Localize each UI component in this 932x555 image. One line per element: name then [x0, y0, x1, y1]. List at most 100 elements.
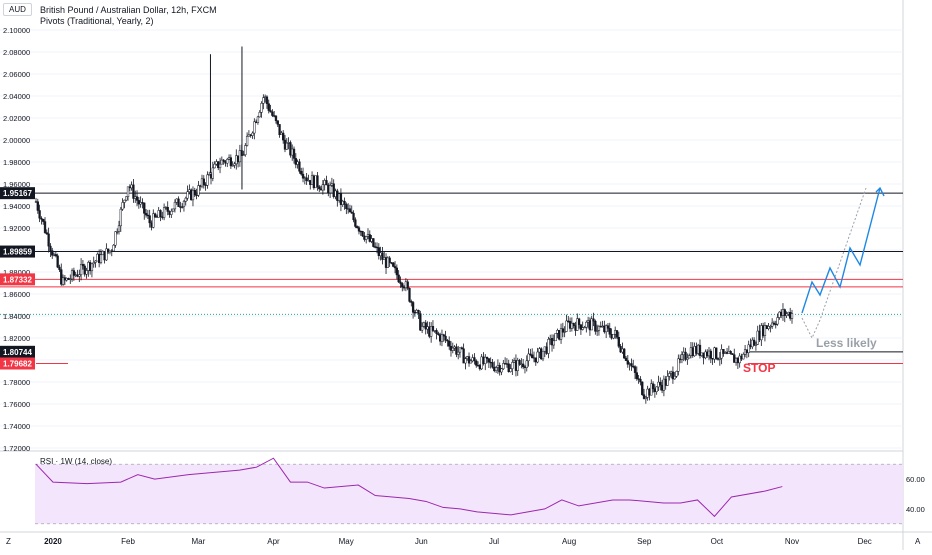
price-axis[interactable]: 2.10000 2.08000 2.06000 2.04000 2.02000 2.000…	[3, 26, 30, 453]
candle-body	[756, 330, 759, 345]
candle-body	[177, 198, 180, 207]
candle-body	[745, 349, 749, 353]
candle-body	[709, 350, 712, 359]
candle-body	[40, 217, 43, 220]
candle-body	[366, 234, 370, 237]
candle-body	[157, 210, 160, 218]
candle-body	[166, 206, 169, 212]
candle-body	[572, 322, 575, 326]
candle-body	[247, 134, 251, 137]
candle-body	[715, 347, 718, 359]
candle-body	[588, 320, 592, 331]
candle-body	[143, 202, 146, 214]
price-label-box	[0, 273, 35, 286]
candle-body	[271, 111, 274, 116]
candle-body	[606, 325, 610, 329]
candle-body	[197, 185, 200, 196]
candle-body	[599, 326, 602, 328]
candle-body	[475, 360, 478, 366]
candle-body	[624, 357, 628, 361]
candle-body	[139, 202, 142, 205]
price-tick-label: 1.88000	[3, 268, 30, 277]
candle-body	[88, 262, 92, 272]
price-label-text: 1.79682	[3, 359, 32, 368]
candle-body	[99, 254, 103, 263]
price-tick-label: 1.72000	[3, 444, 30, 453]
candle-body	[413, 312, 417, 314]
candle-body	[108, 250, 112, 253]
candle-body	[574, 325, 577, 331]
candle-body	[565, 320, 568, 332]
candle-body	[780, 311, 783, 316]
candle-body	[523, 366, 527, 368]
candle-body	[74, 274, 77, 276]
candle-body	[758, 330, 761, 341]
candle-body	[435, 330, 438, 334]
candle-body	[662, 378, 666, 391]
candle-body	[52, 254, 56, 256]
currency-badge[interactable]: AUD	[3, 3, 32, 16]
candle-body	[180, 206, 184, 208]
candle-body	[125, 196, 128, 201]
candle-body	[379, 252, 382, 256]
candle-body	[155, 216, 159, 218]
projection-drawings[interactable]	[801, 186, 885, 340]
candle-body	[743, 349, 747, 355]
candle-body	[664, 378, 667, 386]
candle-body	[195, 194, 198, 196]
candle-body	[711, 358, 714, 360]
candle-body	[505, 363, 509, 365]
candle-body	[278, 124, 281, 135]
candle-body	[734, 358, 738, 363]
candle-body	[406, 281, 409, 289]
candle-body	[152, 213, 155, 228]
price-label-box	[0, 345, 35, 358]
candle-body	[319, 188, 323, 191]
candle-body	[229, 157, 233, 167]
candle-body	[767, 326, 770, 329]
candle-body	[161, 216, 164, 218]
candle-body	[211, 167, 214, 179]
candle-body	[583, 326, 586, 329]
time-axis[interactable]: 2020 Feb Mar Apr May Jun Jul Aug Sep Oct Nov Dec Z A	[6, 537, 921, 546]
candle-body	[547, 339, 550, 354]
candle-body	[392, 262, 395, 267]
candle-body	[341, 200, 344, 205]
candle-body	[87, 262, 90, 271]
candle-body	[262, 97, 265, 104]
price-tick-label: 2.00000	[3, 136, 30, 145]
candle-body	[785, 313, 788, 316]
candle-body	[771, 322, 774, 327]
candle-body	[249, 134, 252, 136]
candle-body	[76, 274, 79, 277]
candle-body	[213, 163, 216, 169]
candle-body	[742, 354, 745, 360]
candle-body	[684, 351, 687, 360]
candle-body	[312, 175, 316, 189]
candle-body	[117, 225, 121, 232]
price-labels: 1.95167 1.89859 1.87332 1.80744 1.79682	[0, 187, 35, 370]
candle-body	[668, 373, 671, 377]
candle-body	[702, 352, 705, 359]
time-tick-label: Sep	[637, 537, 652, 546]
candle-body	[60, 269, 63, 285]
candle-body	[388, 257, 391, 263]
candle-body	[34, 201, 38, 203]
candle-body	[790, 313, 794, 319]
price-tick-label: 2.04000	[3, 92, 30, 101]
candle-body	[536, 351, 539, 363]
candle-body	[206, 174, 209, 186]
candle-body	[720, 349, 723, 359]
candle-body	[202, 178, 205, 186]
candle-body	[511, 362, 514, 369]
candle-body	[543, 346, 546, 352]
candle-body	[707, 350, 711, 357]
candle-body	[778, 311, 781, 318]
candle-body	[763, 325, 767, 336]
candle-body	[585, 321, 588, 328]
candle-body	[182, 201, 186, 207]
price-label-text: 1.89859	[3, 248, 32, 257]
candle-body	[287, 142, 290, 144]
